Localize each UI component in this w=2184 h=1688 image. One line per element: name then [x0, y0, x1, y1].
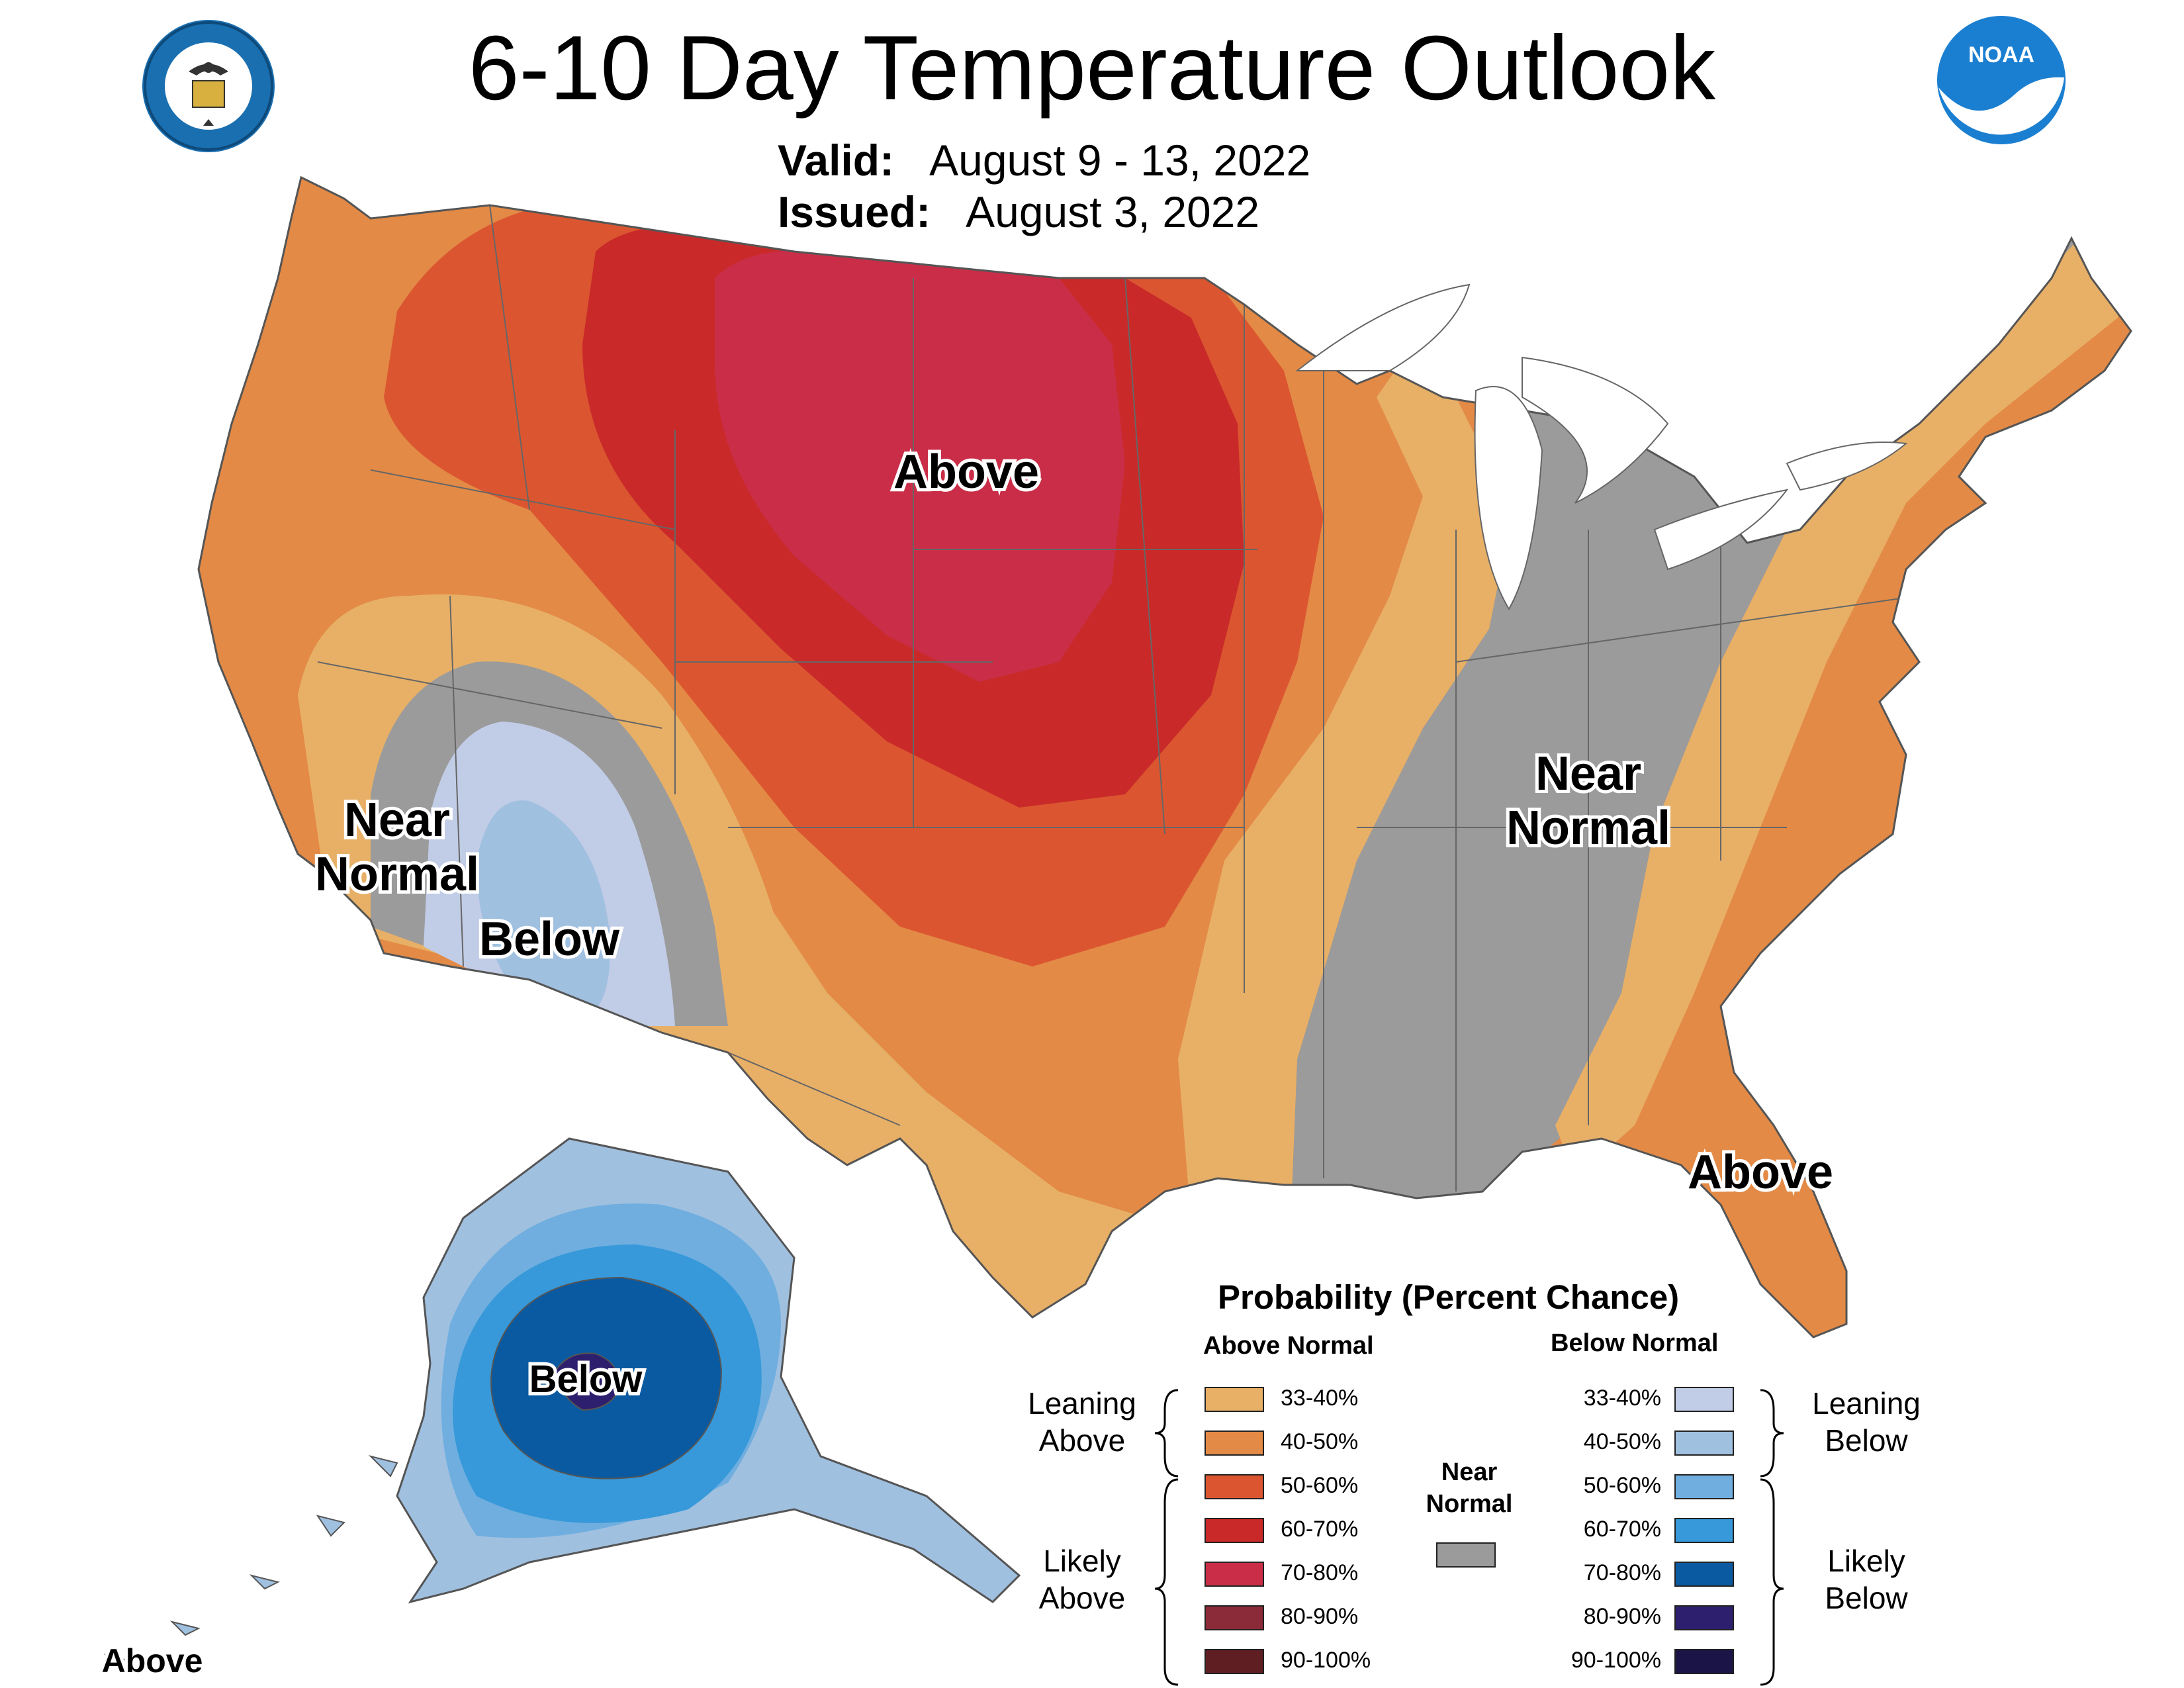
legend-leaning-below-line1: Leaning — [1812, 1386, 1921, 1421]
legend-above-swatch-7 — [1205, 1649, 1264, 1674]
legend-above-swatch-2 — [1205, 1430, 1264, 1456]
issued-line: Issued: August 3, 2022 — [778, 185, 1259, 238]
noaa-logo: NOAA — [1936, 15, 2067, 146]
conus-outline — [197, 175, 2132, 1338]
legend-below-swatch-7 — [1674, 1649, 1734, 1674]
label-near-normal-east-line1: Near — [1532, 744, 1645, 804]
valid-line: Valid: August 9 - 13, 2022 — [778, 134, 1310, 187]
legend-leaning-above-line2: Above — [1038, 1423, 1126, 1458]
label-above-aleutians: Above — [99, 1639, 206, 1683]
legend-near-header-line2: Normal — [1426, 1490, 1513, 1518]
legend-below-swatch-6 — [1674, 1605, 1734, 1630]
legend-above-label-6: 80-90% — [1281, 1604, 1359, 1629]
legend-leaning-below: Leaning Below — [1787, 1385, 1946, 1459]
legend-likely-below: Likely Below — [1787, 1542, 1946, 1617]
label-near-normal-east: Near Normal — [1482, 744, 1694, 858]
doc-seal-logo — [142, 20, 275, 152]
legend-below-label-4: 60-70% — [1583, 1517, 1661, 1542]
legend-above-swatch-3 — [1205, 1474, 1264, 1499]
brace-likely-below — [1760, 1478, 1784, 1686]
zone-above-33-40-east — [1555, 199, 2118, 1178]
legend-above-label-2: 40-50% — [1281, 1429, 1359, 1454]
legend-above-swatch-6 — [1205, 1605, 1264, 1630]
legend-below-swatch-4 — [1674, 1518, 1734, 1543]
label-near-normal-west-line1: Near — [341, 790, 453, 850]
brace-leaning-above — [1154, 1389, 1179, 1477]
valid-value: August 9 - 13, 2022 — [929, 136, 1311, 185]
legend-below-label-7: 90-100% — [1570, 1648, 1661, 1673]
valid-label: Valid: — [778, 136, 895, 185]
brace-likely-above — [1154, 1478, 1179, 1686]
legend-below-header: Below Normal — [1551, 1329, 1719, 1357]
legend-above-header: Above Normal — [1203, 1332, 1374, 1360]
label-near-normal-west: Near Normal — [291, 790, 503, 904]
legend-likely-below-line2: Below — [1825, 1581, 1908, 1615]
label-above-north: Above — [890, 442, 1042, 502]
legend-above-label-4: 60-70% — [1281, 1517, 1359, 1542]
legend-below-label-5: 70-80% — [1583, 1560, 1661, 1585]
legend-near-normal-swatch — [1436, 1542, 1496, 1568]
label-above-southeast: Above — [1684, 1143, 1837, 1202]
noaa-emblem: NOAA — [1937, 16, 2066, 144]
legend-below-label-3: 50-60% — [1583, 1473, 1661, 1498]
legend-likely-above: Likely Above — [1003, 1542, 1161, 1617]
legend-above-label-7: 90-100% — [1281, 1648, 1371, 1673]
legend-likely-above-line2: Above — [1038, 1581, 1126, 1615]
aleutian-islands — [103, 1455, 398, 1669]
legend-near-header-line1: Near — [1441, 1458, 1498, 1486]
legend-below-swatch-2 — [1674, 1430, 1734, 1456]
legend-above-swatch-1 — [1205, 1387, 1264, 1412]
legend-below-label-6: 80-90% — [1583, 1604, 1661, 1629]
zone-above-33-40-central — [1178, 331, 1509, 1225]
legend-leaning-below-line2: Below — [1825, 1423, 1908, 1458]
legend-below-swatch-1 — [1674, 1387, 1734, 1412]
legend-below-swatch-5 — [1674, 1562, 1734, 1587]
legend-above-label-5: 70-80% — [1281, 1560, 1359, 1585]
great-lakes — [1295, 283, 1908, 610]
label-below-alaska: Below — [526, 1354, 646, 1404]
legend-above-label-3: 50-60% — [1281, 1473, 1359, 1498]
legend-likely-above-line1: Likely — [1043, 1544, 1121, 1578]
legend-leaning-above-line1: Leaning — [1028, 1386, 1136, 1421]
alaska-map — [103, 1137, 1021, 1669]
legend-near-header: Near Normal — [1423, 1456, 1516, 1520]
doc-seal-emblem — [144, 21, 273, 151]
legend-below-label-2: 40-50% — [1583, 1429, 1661, 1454]
legend-above-swatch-5 — [1205, 1562, 1264, 1587]
legend-above-swatch-4 — [1205, 1518, 1264, 1543]
zone-above-70-80 — [715, 250, 1125, 682]
legend-title: Probability (Percent Chance) — [1218, 1278, 1680, 1316]
svg-text:NOAA: NOAA — [1968, 42, 2034, 68]
legend-below-swatch-3 — [1674, 1474, 1734, 1499]
issued-value: August 3, 2022 — [966, 187, 1260, 236]
issued-label: Issued: — [778, 187, 931, 236]
label-near-normal-west-line2: Normal — [312, 845, 482, 904]
alaska-zone-below-80-90 — [555, 1352, 620, 1411]
legend-leaning-above: Leaning Above — [1003, 1385, 1161, 1459]
legend-likely-below-line1: Likely — [1827, 1544, 1905, 1578]
legend-above-label-1: 33-40% — [1281, 1385, 1359, 1411]
zone-below-40-50 — [477, 800, 610, 1019]
page-title: 6-10 Day Temperature Outlook — [468, 17, 1716, 119]
state-boundaries — [317, 205, 1920, 1192]
legend-below-label-1: 33-40% — [1583, 1385, 1661, 1411]
brace-leaning-below — [1760, 1389, 1784, 1477]
label-near-normal-east-line2: Normal — [1503, 798, 1674, 858]
label-below-southwest: Below — [476, 910, 623, 969]
